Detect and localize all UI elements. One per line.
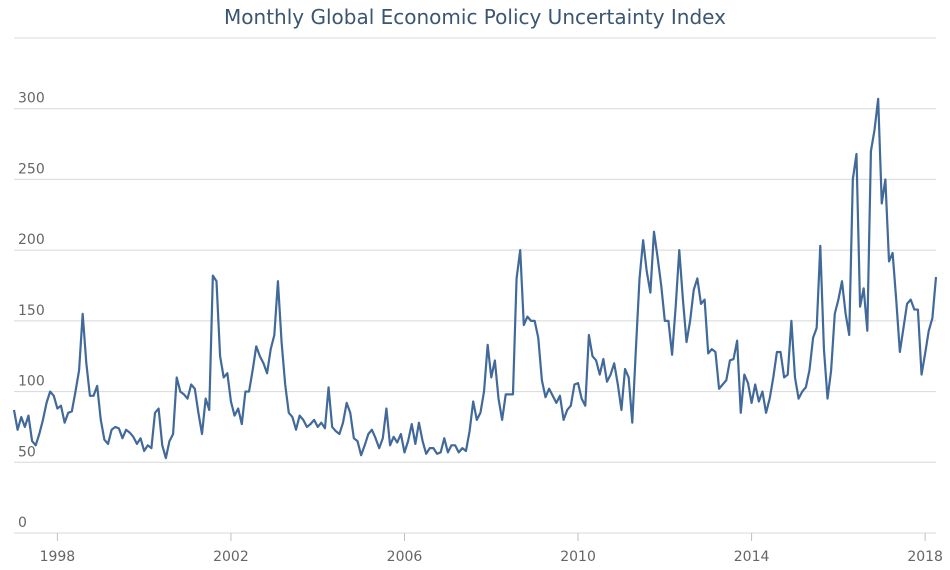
x-tick-label: 1998 bbox=[40, 549, 76, 565]
y-tick-label: 50 bbox=[18, 444, 36, 460]
y-tick-label: 0 bbox=[18, 515, 27, 531]
y-tick-label: 200 bbox=[18, 232, 45, 248]
y-tick-label: 100 bbox=[18, 374, 45, 390]
y-tick-label: 250 bbox=[18, 161, 45, 177]
x-tick-label: 2014 bbox=[734, 549, 770, 565]
chart-title: Monthly Global Economic Policy Uncertain… bbox=[224, 5, 726, 29]
x-tick-label: 2006 bbox=[387, 549, 423, 565]
y-tick-label: 150 bbox=[18, 303, 45, 319]
series-line bbox=[12, 97, 938, 460]
x-tick-label: 2018 bbox=[907, 549, 943, 565]
x-tick-label: 2010 bbox=[560, 549, 596, 565]
x-tick-label: 2002 bbox=[213, 549, 249, 565]
y-tick-label: 300 bbox=[18, 91, 45, 107]
